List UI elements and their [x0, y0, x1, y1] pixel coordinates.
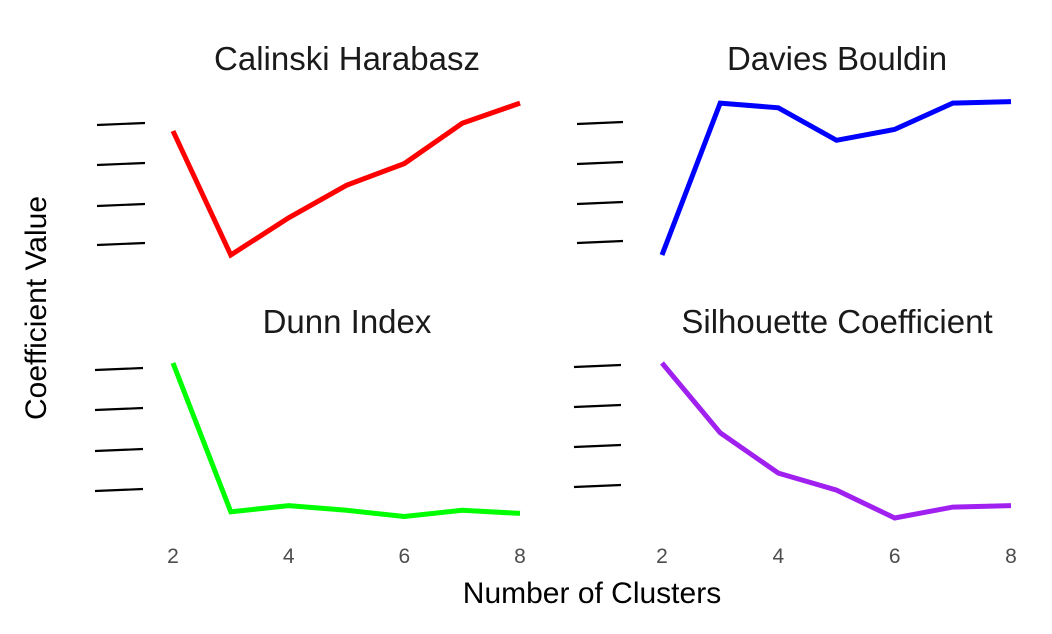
y-axis-title: Coefficient Value [20, 196, 53, 420]
series-line [170, 100, 521, 259]
panel-title: Calinski Harabasz [214, 40, 480, 77]
series-line [659, 99, 1012, 256]
x-axis-title: Number of Clusters [463, 577, 721, 610]
x-tick-label: 2 [656, 545, 668, 568]
y-tick-mark-2 [576, 160, 624, 166]
y-tick-mark-4 [576, 239, 624, 245]
panel-1: Calinski Harabasz [96, 40, 521, 259]
x-tick-label: 4 [283, 545, 295, 568]
x-tick-label: 6 [398, 545, 410, 568]
series-line [660, 361, 1012, 521]
panel-title: Silhouette Coefficient [681, 303, 992, 340]
x-tick-label: 8 [514, 545, 526, 568]
panel-title: Dunn Index [263, 303, 432, 340]
panel-3: Dunn Index 2 4 6 8 [94, 303, 526, 568]
y-tick-mark-2 [94, 406, 144, 412]
y-tick-mark-3 [576, 200, 624, 206]
series-line [170, 362, 521, 520]
panel-4: Silhouette Coefficient 2 4 6 8 [573, 303, 1017, 568]
x-tick-label: 6 [889, 545, 901, 568]
y-tick-mark-2 [96, 161, 146, 167]
panel-2: Davies Bouldin [576, 40, 1012, 256]
x-tick-label: 8 [1005, 545, 1017, 568]
y-tick-mark-4 [96, 241, 146, 247]
facet-panels: Calinski Harabasz Davies Bouldin Dunn Inde… [94, 40, 1017, 568]
y-tick-mark-3 [96, 202, 146, 208]
y-tick-mark-4 [94, 487, 144, 493]
y-tick-mark-1 [96, 121, 146, 127]
y-tick-mark-4 [573, 483, 622, 489]
x-tick-label: 2 [167, 545, 179, 568]
y-tick-mark-3 [94, 447, 144, 453]
y-tick-mark-2 [573, 403, 622, 409]
x-tick-label: 4 [772, 545, 784, 568]
panel-title: Davies Bouldin [727, 40, 947, 77]
y-tick-mark-1 [573, 363, 622, 369]
y-tick-mark-1 [94, 366, 144, 372]
y-tick-mark-1 [576, 120, 624, 126]
y-tick-mark-3 [573, 443, 622, 449]
